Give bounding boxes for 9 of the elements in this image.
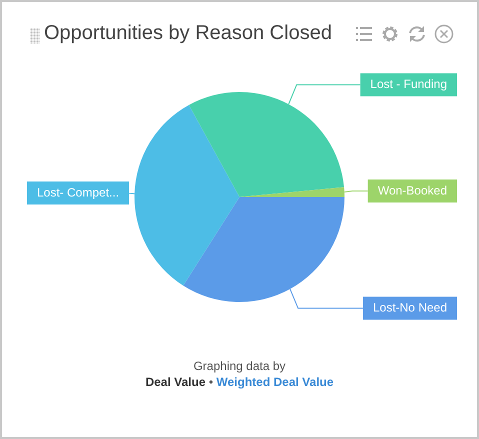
slice-label: Lost- Compet... (37, 185, 120, 200)
slice-label: Lost-No Need (372, 300, 448, 315)
text: • (208, 375, 214, 389)
text: Graphing data by (192, 358, 287, 374)
text: Weighted Deal Value (216, 375, 334, 389)
slice-label: Won-Booked (378, 183, 447, 198)
text: Deal Value (145, 375, 206, 389)
chart-title: Opportunities by Reason Closed (44, 22, 332, 45)
slice-label: Lost - Funding (370, 77, 448, 92)
